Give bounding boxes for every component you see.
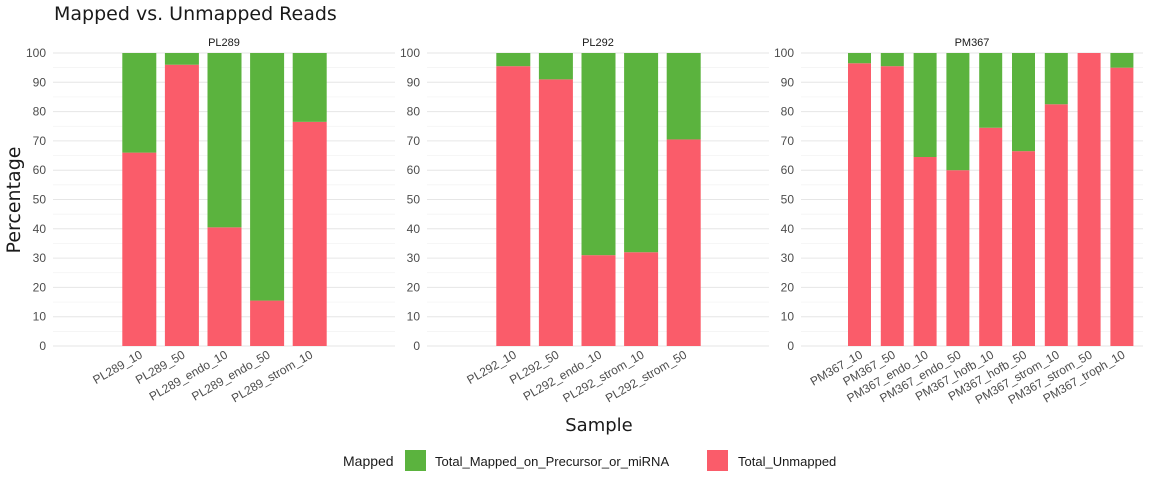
y-tick-label: 90 — [33, 75, 47, 89]
y-tick-label: 60 — [33, 163, 47, 177]
bar-mapped-PL292_strom_50 — [666, 53, 701, 140]
y-tick-label: 30 — [781, 251, 795, 265]
panel-pl292: PL2920102030405060708090100PL292_10PL292… — [400, 37, 769, 405]
y-tick-label: 100 — [26, 46, 46, 60]
y-tick-label: 10 — [33, 310, 47, 324]
bar-mapped-PL289_endo_50 — [250, 53, 285, 301]
bar-unmapped-PM367_endo_10 — [913, 157, 937, 346]
bar-unmapped-PL289_50 — [164, 64, 199, 346]
bar-mapped-PM367_endo_50 — [946, 53, 970, 171]
bar-unmapped-PM367_strom_50 — [1077, 53, 1101, 346]
y-axis-label: Percentage — [3, 147, 25, 254]
bar-unmapped-PM367_strom_10 — [1044, 104, 1068, 347]
legend-title: Mapped — [343, 453, 394, 469]
legend-label: Total_Mapped_on_Precursor_or_miRNA — [435, 454, 669, 469]
bar-mapped-PL292_strom_10 — [624, 53, 659, 253]
bar-unmapped-PM367_50 — [880, 66, 904, 346]
bar-mapped-PL292_endo_10 — [581, 53, 616, 256]
bar-unmapped-PM367_troph_10 — [1110, 67, 1134, 347]
bar-unmapped-PL289_endo_10 — [207, 227, 242, 346]
y-tick-label: 40 — [407, 222, 421, 236]
bar-unmapped-PM367_endo_50 — [946, 170, 970, 346]
y-tick-label: 90 — [407, 75, 421, 89]
bar-mapped-PM367_hofb_10 — [979, 53, 1003, 128]
bar-mapped-PL292_10 — [496, 53, 531, 67]
bar-unmapped-PM367_10 — [848, 63, 871, 346]
y-tick-label: 80 — [407, 105, 421, 119]
y-tick-label: 90 — [781, 75, 795, 89]
legend-label: Total_Unmapped — [738, 454, 836, 469]
y-tick-label: 20 — [781, 280, 795, 294]
y-tick-label: 40 — [33, 222, 47, 236]
panel-pl289: PL2890102030405060708090100PL289_10PL289… — [26, 37, 395, 405]
bar-unmapped-PL289_10 — [122, 152, 157, 346]
legend-swatch-Total_Unmapped — [707, 450, 728, 471]
bar-unmapped-PM367_hofb_10 — [979, 127, 1003, 346]
bar-unmapped-PL292_strom_50 — [666, 139, 701, 346]
y-tick-label: 60 — [407, 163, 421, 177]
bar-mapped-PL289_strom_10 — [292, 53, 327, 122]
y-tick-label: 10 — [407, 310, 421, 324]
bar-mapped-PL289_endo_10 — [207, 53, 242, 228]
bar-mapped-PM367_10 — [848, 53, 871, 64]
y-tick-label: 60 — [781, 163, 795, 177]
chart-title: Mapped vs. Unmapped Reads — [54, 3, 337, 25]
bar-unmapped-PM367_hofb_50 — [1012, 151, 1035, 346]
panel-pm367: PM3670102030405060708090100PM367_10PM367… — [774, 37, 1143, 407]
bar-unmapped-PL289_endo_50 — [250, 300, 285, 346]
bar-mapped-PL289_10 — [122, 53, 157, 153]
y-tick-label: 30 — [33, 251, 47, 265]
bar-unmapped-PL292_10 — [496, 66, 531, 346]
y-tick-label: 50 — [407, 193, 421, 207]
y-tick-label: 50 — [781, 193, 795, 207]
panel-title: PL292 — [582, 37, 614, 49]
bar-mapped-PM367_endo_10 — [913, 53, 937, 158]
y-tick-label: 0 — [413, 339, 420, 353]
y-tick-label: 70 — [33, 134, 47, 148]
y-tick-label: 100 — [774, 46, 794, 60]
y-tick-label: 10 — [781, 310, 795, 324]
bar-mapped-PM367_hofb_50 — [1012, 53, 1035, 152]
y-tick-label: 0 — [39, 339, 46, 353]
bar-unmapped-PL289_strom_10 — [292, 121, 327, 346]
bar-unmapped-PL292_50 — [538, 79, 573, 347]
panel-title: PL289 — [208, 37, 240, 49]
y-tick-label: 0 — [787, 339, 794, 353]
y-tick-label: 100 — [400, 46, 420, 60]
bar-mapped-PL292_50 — [538, 53, 573, 80]
y-tick-label: 20 — [407, 280, 421, 294]
bar-mapped-PM367_strom_10 — [1044, 53, 1068, 105]
y-tick-label: 70 — [407, 134, 421, 148]
bar-unmapped-PL292_endo_10 — [581, 255, 616, 346]
y-tick-label: 40 — [781, 222, 795, 236]
x-axis-label: Sample — [565, 415, 633, 436]
legend-swatch-Total_Mapped_on_Precursor_or_miRNA — [405, 450, 426, 471]
bar-mapped-PM367_50 — [880, 53, 904, 67]
y-tick-label: 80 — [33, 105, 47, 119]
bar-unmapped-PL292_strom_10 — [624, 252, 659, 346]
y-tick-label: 20 — [33, 280, 47, 294]
bar-mapped-PM367_troph_10 — [1110, 53, 1134, 68]
panel-title: PM367 — [955, 37, 990, 49]
y-tick-label: 70 — [781, 134, 795, 148]
y-tick-label: 50 — [33, 193, 47, 207]
legend: Mapped Total_Mapped_on_Precursor_or_miRNA… — [343, 450, 836, 471]
bar-mapped-PL289_50 — [164, 53, 199, 65]
y-tick-label: 80 — [781, 105, 795, 119]
y-tick-label: 30 — [407, 251, 421, 265]
